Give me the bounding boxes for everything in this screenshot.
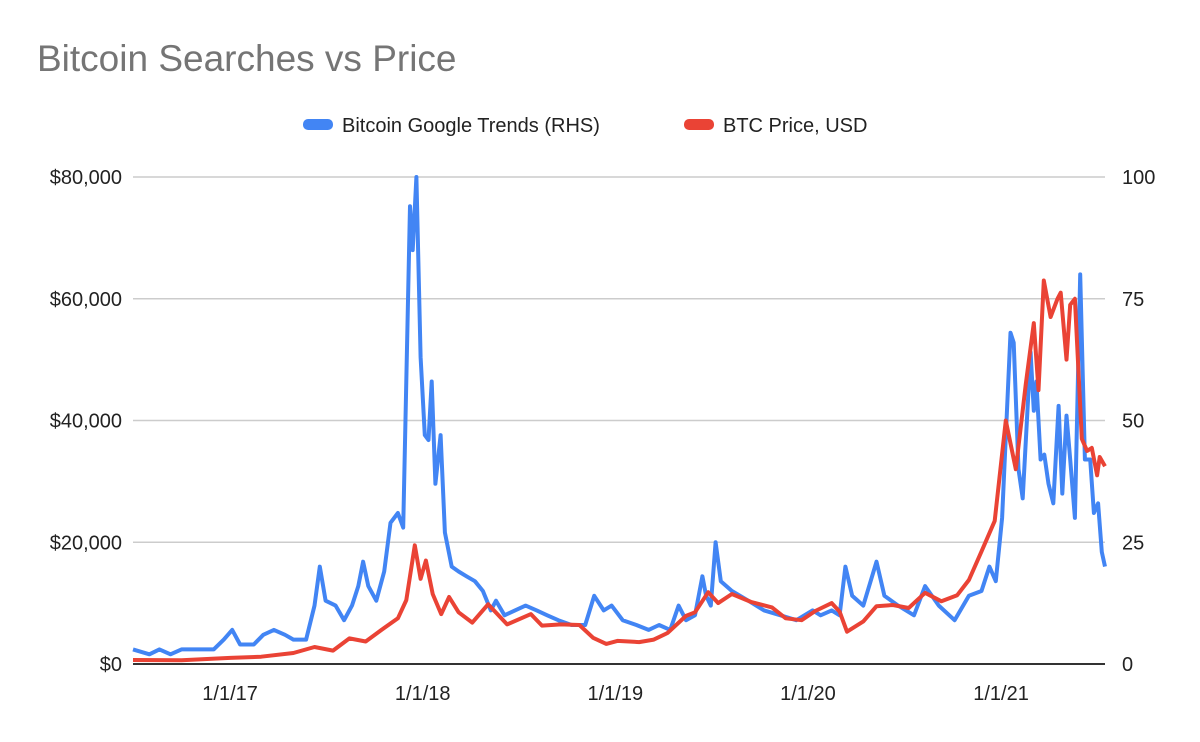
legend-label-1: BTC Price, USD xyxy=(723,115,867,137)
legend-swatch-1 xyxy=(684,119,714,130)
chart-title: Bitcoin Searches vs Price xyxy=(37,38,457,79)
x-tick-label: 1/1/18 xyxy=(395,683,451,705)
y-left-tick-label: $0 xyxy=(100,654,122,676)
legend-label-0: Bitcoin Google Trends (RHS) xyxy=(342,115,600,137)
y-right-tick-label: 0 xyxy=(1122,654,1133,676)
y-right-tick-label: 25 xyxy=(1122,532,1144,554)
x-tick-label: 1/1/21 xyxy=(973,683,1029,705)
y-left-tick-label: $80,000 xyxy=(50,167,122,189)
legend-swatch-0 xyxy=(303,119,333,130)
series-line-0 xyxy=(132,175,1107,657)
y-right-tick-label: 75 xyxy=(1122,289,1144,311)
x-tick-label: 1/1/20 xyxy=(780,683,836,705)
x-tick-label: 1/1/17 xyxy=(202,683,258,705)
series-line-1 xyxy=(132,278,1107,663)
y-left-tick-label: $40,000 xyxy=(50,411,122,433)
y-left-tick-label: $20,000 xyxy=(50,532,122,554)
y-left-tick-label: $60,000 xyxy=(50,289,122,311)
x-tick-label: 1/1/19 xyxy=(588,683,644,705)
y-right-tick-label: 100 xyxy=(1122,167,1155,189)
y-right-tick-label: 50 xyxy=(1122,411,1144,433)
